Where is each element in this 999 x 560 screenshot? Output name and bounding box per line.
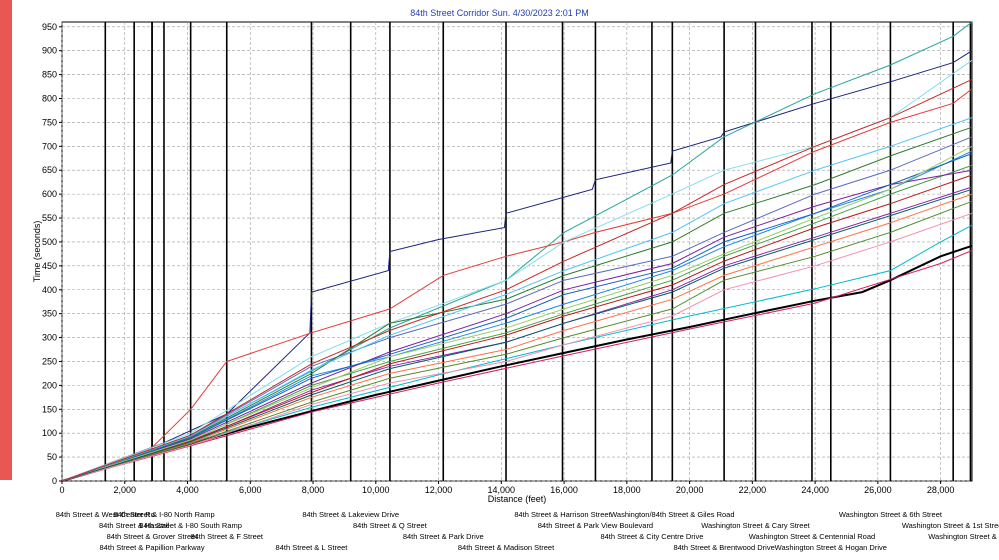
y-tick-label: 750 xyxy=(42,117,57,127)
vehicle-trajectory xyxy=(61,200,973,482)
intersection-name-label: 84th Street & Harrison Street xyxy=(514,510,611,519)
intersection-name-label: 84th Street & Q Street xyxy=(353,521,428,530)
intersection-name-label: 84th Street & I-80 North Ramp xyxy=(113,510,214,519)
vehicle-trajectory xyxy=(61,126,973,482)
vehicle-trajectory xyxy=(61,169,973,482)
x-tick-label: 12,000 xyxy=(425,485,453,495)
x-tick-labels: 0 2,000 4,000 6,000 8,000 10,000 12,000 14,000 1… xyxy=(59,481,954,495)
intersection-name-label: 84th Street & F Street xyxy=(190,532,263,541)
side-decoration-strip xyxy=(0,0,12,480)
grid xyxy=(61,22,972,482)
y-tick-label: 250 xyxy=(42,356,57,366)
y-tick-label: 850 xyxy=(42,70,57,80)
vehicle-trajectory xyxy=(61,212,973,482)
intersection-name-label: 84th Street & Grover Street xyxy=(107,532,199,541)
intersection-name-label: 84th Street & Lakeview Drive xyxy=(302,510,399,519)
x-tick-label: 26,000 xyxy=(864,485,892,495)
intersection-name-label: Washington Street & 1st Street xyxy=(902,521,999,530)
vehicle-trajectory xyxy=(61,174,973,482)
y-axis-label: Time (seconds) xyxy=(32,221,42,283)
intersection-name-label: 84th Street & Brentwood Drive xyxy=(673,543,774,552)
intersection-name-label: Washington Street & Hogan Drive xyxy=(775,543,887,552)
vehicle-trajectory xyxy=(61,244,973,482)
x-tick-label: 24,000 xyxy=(801,485,829,495)
vehicle-trajectory xyxy=(61,250,973,482)
y-tick-label: 650 xyxy=(42,165,57,175)
vehicle-trajectory xyxy=(61,145,973,482)
x-tick-label: 2,000 xyxy=(113,485,136,495)
y-tick-label: 150 xyxy=(42,404,57,414)
vehicle-trajectory xyxy=(61,150,973,482)
vehicle-trajectory xyxy=(61,50,973,482)
intersection-name-label: 84th Street & Hascall xyxy=(99,521,170,530)
intersection-name-label: Washington/84th Street & Giles Road xyxy=(610,510,734,519)
x-tick-label: 28,000 xyxy=(927,485,955,495)
x-axis-label: Distance (feet) xyxy=(488,494,547,504)
intersection-name-label: 84th Street & Papillion Parkway xyxy=(100,543,205,552)
y-tick-label: 550 xyxy=(42,213,57,223)
y-tick-label: 450 xyxy=(42,261,57,271)
x-tick-label: 0 xyxy=(59,485,64,495)
vehicle-trajectory xyxy=(61,153,973,482)
chart-title: 84th Street Corridor Sun. 4/30/2023 2:01… xyxy=(410,8,589,18)
vehicle-trajectory xyxy=(61,164,973,482)
y-tick-label: 900 xyxy=(42,46,57,56)
y-tick-label: 950 xyxy=(42,22,57,32)
y-tick-label: 350 xyxy=(42,309,57,319)
x-tick-label: 14,000 xyxy=(488,485,516,495)
intersection-name-label: Washington Street & Linc xyxy=(928,532,999,541)
x-tick-label: 20,000 xyxy=(676,485,704,495)
plot-area xyxy=(61,21,973,482)
intersection-name-label: 84th Street & Madison Street xyxy=(458,543,555,552)
y-tick-label: 600 xyxy=(42,189,57,199)
y-tick-label: 50 xyxy=(47,452,57,462)
y-tick-label: 700 xyxy=(42,141,57,151)
y-tick-label: 300 xyxy=(42,333,57,343)
y-tick-label: 200 xyxy=(42,380,57,390)
trajectories xyxy=(61,21,973,482)
vehicle-trajectory xyxy=(61,136,973,482)
x-tick-label: 22,000 xyxy=(739,485,767,495)
intersection-name-label: 84th Street & L Street xyxy=(276,543,349,552)
y-tick-labels: 0 50 100 150 200 250 300 350 400 450 500 550 600 650 7… xyxy=(42,22,62,486)
x-tick-label: 4,000 xyxy=(176,485,199,495)
vehicle-trajectory xyxy=(61,193,973,482)
x-tick-label: 10,000 xyxy=(362,485,390,495)
vehicle-trajectory xyxy=(61,117,973,482)
y-tick-label: 800 xyxy=(42,94,57,104)
vehicle-trajectory xyxy=(61,21,973,482)
intersection-name-label: 84th Street & West Center Ro xyxy=(56,510,155,519)
intersection-name-label: 84th Street & Park View Boulevard xyxy=(538,521,653,530)
intersection-name-label: Washington Street & Centennial Road xyxy=(749,532,875,541)
x-tick-label: 16,000 xyxy=(550,485,578,495)
x-tick-label: 18,000 xyxy=(613,485,641,495)
y-tick-label: 400 xyxy=(42,285,57,295)
y-tick-label: 500 xyxy=(42,237,57,247)
vehicle-trajectory xyxy=(61,188,973,482)
intersection-name-label: Washington Street & 6th Street xyxy=(839,510,943,519)
intersection-name-label: 84th Street & I-80 South Ramp xyxy=(139,521,242,530)
intersection-name-label: 84th Street & City Centre Drive xyxy=(600,532,703,541)
intersection-name-label: Washington Street & Cary Street xyxy=(701,521,810,530)
vehicle-trajectory xyxy=(61,78,973,482)
x-tick-label: 8,000 xyxy=(302,485,325,495)
intersection-name-label: 84th Street & Park Drive xyxy=(403,532,484,541)
y-tick-label: 100 xyxy=(42,428,57,438)
vehicle-trajectory xyxy=(61,88,973,482)
x-tick-label: 6,000 xyxy=(239,485,262,495)
y-tick-label: 0 xyxy=(52,476,57,486)
